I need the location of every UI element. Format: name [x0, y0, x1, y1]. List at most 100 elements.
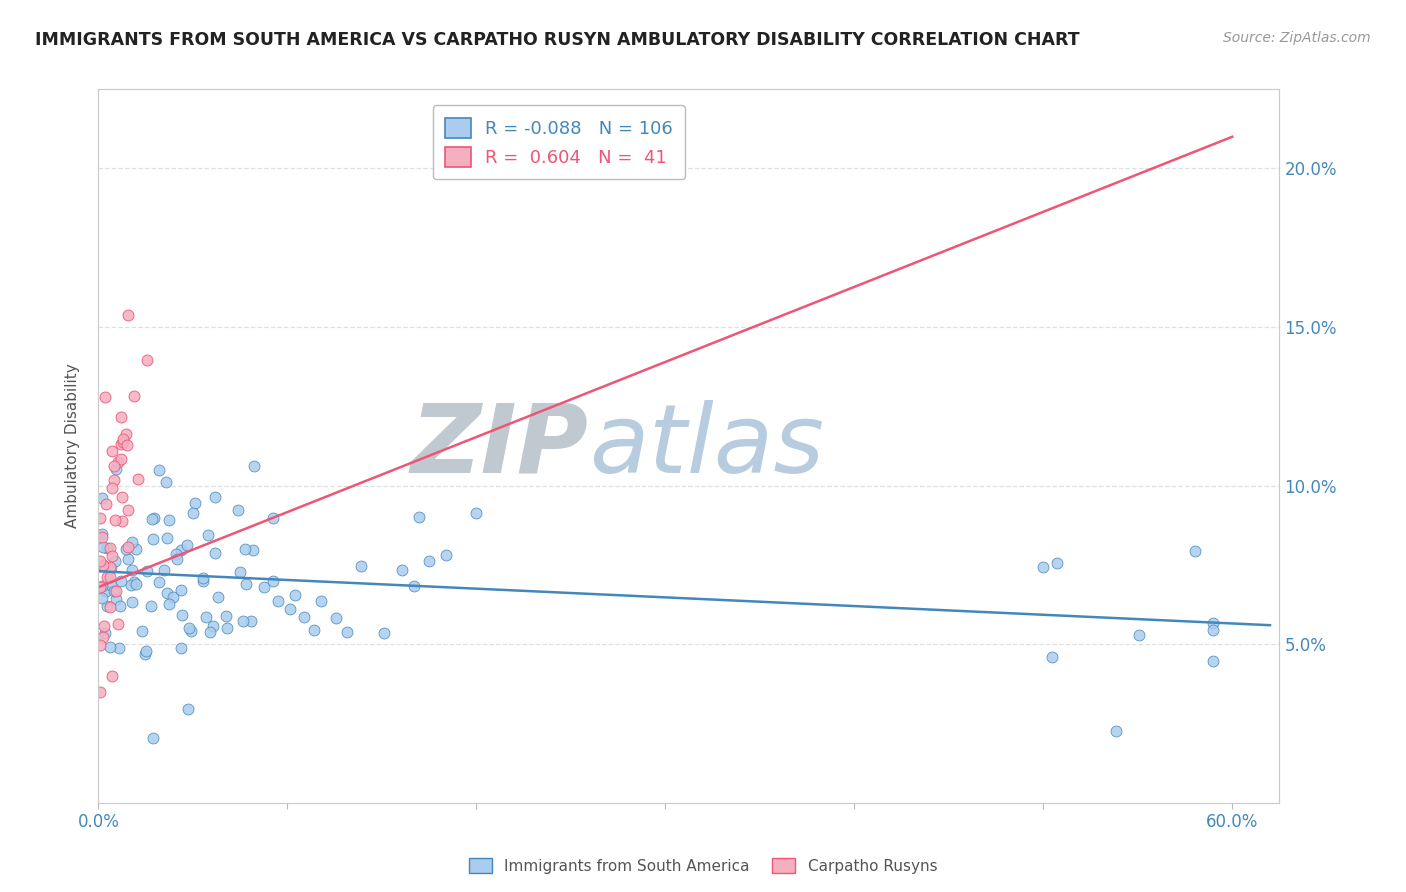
Point	[240, 614, 263, 628]
Point	[122, 574, 145, 589]
Point	[170, 641, 193, 656]
Point	[90, 530, 112, 544]
Legend: R = -0.088   N = 106, R =  0.604   N =  41: R = -0.088 N = 106, R = 0.604 N = 41	[433, 105, 685, 179]
Point	[121, 563, 143, 577]
Point	[253, 580, 276, 594]
Point	[184, 496, 207, 510]
Point	[131, 624, 153, 638]
Point	[100, 578, 122, 592]
Point	[127, 472, 149, 486]
Point	[157, 597, 180, 611]
Point	[93, 618, 115, 632]
Point	[91, 579, 114, 593]
Point	[103, 459, 125, 474]
Point	[207, 590, 229, 604]
Point	[125, 576, 148, 591]
Point	[107, 455, 129, 469]
Point	[434, 549, 457, 563]
Point	[100, 570, 122, 584]
Point	[108, 640, 131, 655]
Point	[101, 669, 124, 683]
Point	[157, 513, 180, 527]
Point	[100, 444, 122, 458]
Point	[89, 638, 111, 652]
Point	[148, 463, 170, 477]
Point	[195, 610, 218, 624]
Point	[1040, 649, 1063, 664]
Point	[204, 490, 226, 504]
Point	[121, 595, 143, 609]
Point	[117, 540, 139, 554]
Legend: Immigrants from South America, Carpatho Rusyns: Immigrants from South America, Carpatho …	[463, 852, 943, 880]
Point	[350, 559, 373, 574]
Point	[142, 511, 165, 525]
Point	[104, 513, 127, 527]
Point	[170, 543, 193, 558]
Point	[1202, 616, 1225, 631]
Point	[103, 473, 125, 487]
Point	[198, 624, 221, 639]
Point	[108, 599, 131, 613]
Point	[104, 554, 127, 568]
Text: IMMIGRANTS FROM SOUTH AMERICA VS CARPATHO RUSYN AMBULATORY DISABILITY CORRELATIO: IMMIGRANTS FROM SOUTH AMERICA VS CARPATH…	[35, 31, 1080, 49]
Point	[110, 574, 132, 589]
Point	[156, 531, 179, 545]
Point	[155, 475, 177, 489]
Point	[243, 458, 266, 473]
Point	[176, 702, 198, 716]
Point	[226, 503, 249, 517]
Point	[122, 389, 145, 403]
Point	[391, 563, 413, 577]
Point	[101, 549, 124, 563]
Point	[152, 563, 174, 577]
Point	[325, 611, 347, 625]
Point	[197, 527, 219, 541]
Point	[191, 574, 214, 588]
Point	[464, 507, 486, 521]
Point	[96, 599, 118, 613]
Point	[110, 409, 132, 424]
Point	[408, 509, 430, 524]
Point	[262, 511, 284, 525]
Point	[111, 490, 134, 504]
Point	[191, 571, 214, 585]
Point	[110, 437, 132, 451]
Point	[141, 599, 163, 613]
Y-axis label: Ambulatory Disability: Ambulatory Disability	[65, 364, 80, 528]
Point	[98, 640, 121, 654]
Point	[96, 541, 118, 555]
Point	[107, 617, 129, 632]
Point	[162, 590, 184, 604]
Point	[111, 514, 134, 528]
Point	[304, 623, 326, 637]
Point	[179, 621, 201, 635]
Point	[91, 558, 114, 573]
Point	[242, 543, 264, 558]
Text: atlas: atlas	[589, 400, 824, 492]
Point	[104, 461, 127, 475]
Point	[402, 579, 425, 593]
Point	[112, 434, 135, 449]
Point	[1202, 623, 1225, 637]
Point	[292, 610, 315, 624]
Point	[180, 624, 202, 639]
Point	[93, 625, 115, 640]
Point	[91, 491, 114, 505]
Text: ZIP: ZIP	[411, 400, 589, 492]
Point	[110, 452, 132, 467]
Point	[142, 731, 165, 746]
Point	[135, 353, 157, 368]
Point	[101, 481, 124, 495]
Point	[233, 542, 256, 557]
Point	[91, 631, 114, 645]
Point	[172, 608, 194, 623]
Point	[94, 497, 117, 511]
Point	[418, 554, 440, 568]
Point	[105, 583, 128, 598]
Point	[148, 575, 170, 590]
Point	[89, 685, 111, 699]
Point	[278, 602, 301, 616]
Point	[1202, 654, 1225, 668]
Point	[284, 588, 307, 602]
Point	[100, 560, 122, 574]
